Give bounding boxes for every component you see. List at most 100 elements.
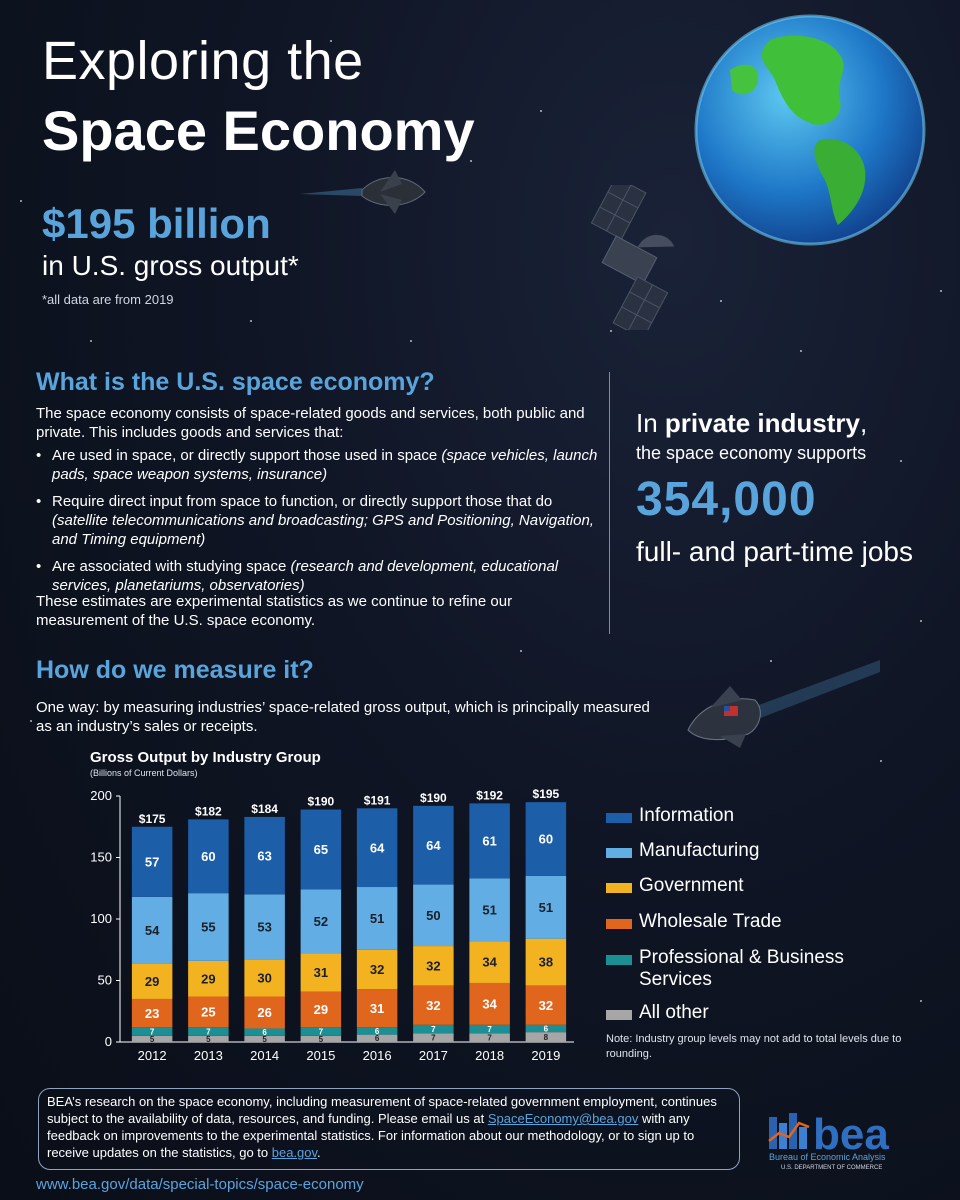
bar-segment	[300, 889, 342, 954]
list-item: Are associated with studying space (rese…	[36, 557, 608, 595]
bar-total-label: $190	[420, 791, 447, 805]
bar-total-label: $190	[308, 795, 335, 809]
bar-segment	[413, 946, 454, 986]
legend-swatch	[606, 883, 632, 893]
bar-segment	[356, 1034, 398, 1042]
bar-data-label: 25	[201, 1005, 215, 1020]
bar-data-label: 34	[482, 955, 497, 970]
bar-total-label: $195	[533, 787, 560, 801]
bar-segment	[188, 996, 229, 1028]
bar-data-label: 30	[257, 971, 271, 986]
bar-segment	[131, 896, 173, 964]
list-item: Are used in space, or directly support t…	[36, 446, 608, 484]
bar-segment	[300, 953, 342, 992]
bar-data-label: 55	[201, 920, 215, 935]
footer-notice: BEA’s research on the space economy, inc…	[38, 1088, 740, 1170]
title-line-1: Exploring the	[42, 31, 364, 91]
logo-subtitle: Bureau of Economic Analysis	[769, 1152, 886, 1162]
bar-segment	[525, 802, 567, 876]
y-tick-label: 100	[90, 911, 112, 926]
bar-data-label: 64	[426, 838, 441, 853]
footer-url-link[interactable]: www.bea.gov/data/special-topics/space-ec…	[36, 1176, 364, 1193]
bar-segment	[469, 803, 510, 879]
bar-data-label: 7	[487, 1034, 492, 1043]
bar-data-label: 7	[319, 1027, 324, 1036]
bar-data-label: 26	[257, 1005, 271, 1020]
bar-segment	[356, 989, 398, 1028]
data-year-note: *all data are from 2019	[42, 292, 174, 307]
section-divider	[609, 372, 610, 634]
bar-data-label: 7	[206, 1027, 211, 1036]
email-link[interactable]: SpaceEconomy@bea.gov	[487, 1111, 639, 1126]
jobs-number: 354,000	[636, 473, 817, 526]
list-item: Require direct input from space to funct…	[36, 492, 608, 549]
bar-segment	[356, 887, 398, 950]
bar-data-label: 8	[544, 1033, 549, 1042]
bar-segment	[244, 1035, 285, 1042]
bar-segment	[356, 808, 398, 888]
bar-data-label: 63	[257, 848, 271, 863]
bar-segment	[469, 1033, 510, 1042]
bar-data-label: 29	[201, 971, 215, 986]
y-tick-label: 0	[105, 1034, 112, 1049]
bar-data-label: 6	[375, 1034, 380, 1043]
bar-segment	[131, 826, 173, 897]
bar-data-label: 53	[257, 920, 271, 935]
bar-data-label: 65	[314, 842, 328, 857]
bar-data-label: 6	[544, 1024, 549, 1033]
bar-data-label: 32	[370, 962, 384, 977]
bar-segment	[188, 1035, 229, 1042]
spaceship-flag-illustration	[687, 660, 880, 748]
bar-data-label: 34	[482, 997, 497, 1012]
chart-subtitle: (Billions of Current Dollars)	[90, 768, 198, 778]
bar-data-label: 60	[539, 832, 553, 847]
space-economy-bullets: Are used in space, or directly support t…	[36, 446, 608, 603]
bar-data-label: 7	[431, 1025, 436, 1034]
x-tick-label: 2016	[363, 1048, 392, 1063]
legend-swatch	[606, 919, 632, 929]
bar-segment	[525, 1024, 567, 1033]
bea-logo: bea Bureau of Economic Analysis U.S. DEP…	[768, 1110, 889, 1171]
bea-link[interactable]: bea.gov	[271, 1145, 318, 1160]
bar-segment	[469, 1024, 510, 1034]
bar-total-label: $182	[195, 804, 222, 818]
bar-data-label: 32	[426, 958, 440, 973]
bar-total-label: $175	[139, 812, 166, 826]
x-tick-label: 2012	[138, 1048, 167, 1063]
x-tick-label: 2013	[194, 1048, 223, 1063]
bar-segment	[413, 805, 454, 885]
bar-data-label: 52	[314, 914, 328, 929]
spaceship-small-illustration	[300, 170, 426, 214]
bar-segment	[525, 938, 567, 986]
bar-segment	[188, 960, 229, 997]
bar-segment	[525, 875, 567, 939]
bar-data-label: 57	[145, 854, 159, 869]
gross-output-chart: 0501001502005723295457$17520125725295560…	[90, 787, 574, 1063]
bar-data-label: 7	[150, 1027, 155, 1036]
title-line-2: Space Economy	[42, 99, 475, 162]
bar-segment	[188, 819, 229, 894]
bar-data-label: 51	[370, 911, 384, 926]
what-is-heading: What is the U.S. space economy?	[36, 368, 435, 396]
bar-data-label: 5	[206, 1035, 211, 1044]
bar-segment	[131, 998, 173, 1028]
bar-data-label: 6	[262, 1028, 267, 1037]
bar-segment	[469, 982, 510, 1025]
gross-output-label: in U.S. gross output*	[42, 250, 299, 281]
logo-dept: U.S. DEPARTMENT OF COMMERCE	[781, 1165, 882, 1171]
x-tick-label: 2017	[419, 1048, 448, 1063]
bar-segment	[244, 996, 285, 1029]
legend-swatch	[606, 848, 632, 858]
bar-data-label: 64	[370, 840, 385, 855]
bar-data-label: 31	[314, 965, 328, 980]
measure-text: One way: by measuring industries’ space-…	[36, 699, 650, 735]
bar-segment	[188, 1027, 229, 1036]
bar-segment	[300, 809, 342, 890]
bar-data-label: 31	[370, 1001, 384, 1016]
earth-illustration	[694, 14, 926, 246]
bar-segment	[131, 963, 173, 999]
bar-segment	[244, 1028, 285, 1036]
bar-segment	[356, 949, 398, 990]
bar-data-label: 60	[201, 849, 215, 864]
private-industry-subline: the space economy supports	[636, 443, 867, 463]
